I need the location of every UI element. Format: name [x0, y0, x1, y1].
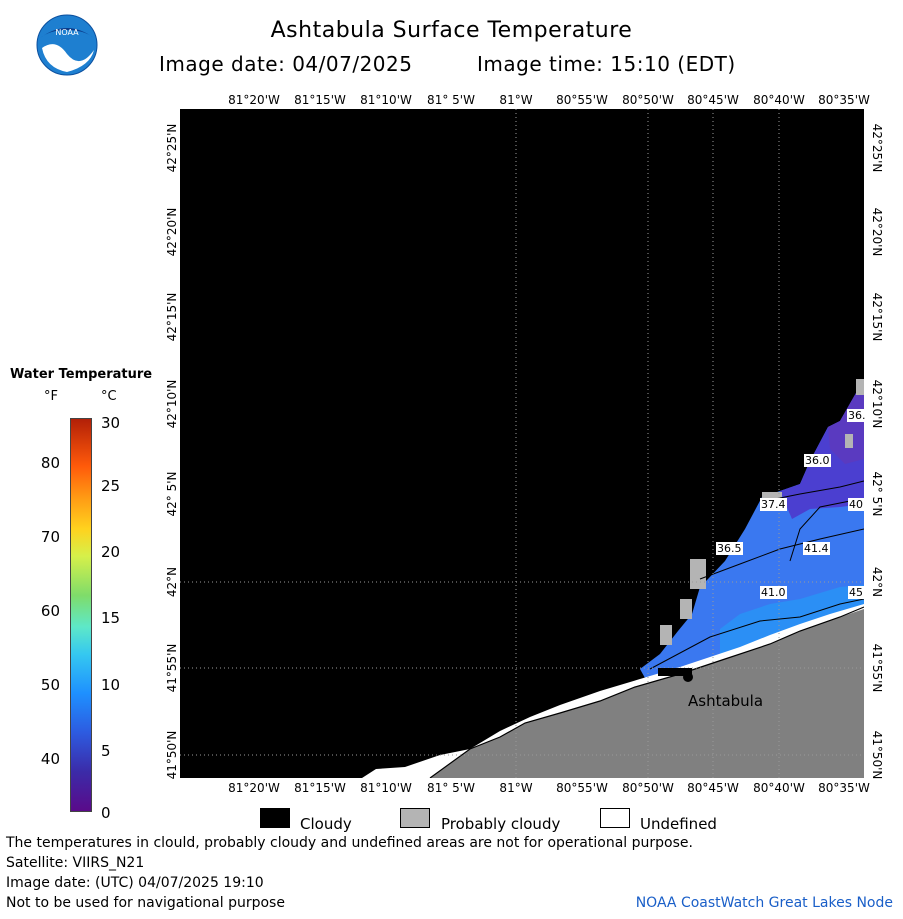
right-lat-label: 42°10'N: [870, 379, 884, 429]
temperature-map: [180, 109, 865, 779]
celsius-tick: 0: [101, 804, 111, 822]
contour-label: 45: [848, 586, 864, 599]
utc-date: Image date: (UTC) 04/07/2025 19:10: [6, 875, 264, 891]
land-area: [430, 607, 864, 778]
top-lon-label: 80°50'W: [622, 93, 674, 107]
top-lon-label: 81°20'W: [228, 93, 280, 107]
celsius-tick: 5: [101, 742, 111, 760]
left-lat-label: 41°50'N: [165, 730, 179, 780]
contour-label: 40: [848, 498, 864, 511]
left-lat-label: 42° 5'N: [165, 471, 179, 517]
bottom-lon-label: 80°45'W: [687, 781, 739, 795]
noaa-logo: NOAA: [36, 14, 98, 76]
top-lon-label: 80°35'W: [818, 93, 870, 107]
undefined-coast-strip: [470, 604, 864, 749]
undefined-label: Undefined: [640, 815, 717, 833]
probably-cloudy-swatch: [400, 808, 430, 828]
navigation-warning: Not to be used for navigational purpose: [6, 895, 285, 911]
probably-cloudy-label: Probably cloudy: [441, 815, 561, 833]
left-lat-label: 42°N: [165, 566, 179, 598]
right-lat-label: 41°50'N: [870, 730, 884, 780]
left-lat-label: 41°55'N: [165, 643, 179, 693]
bottom-lon-label: 81°10'W: [360, 781, 412, 795]
left-lat-label: 42°20'N: [165, 207, 179, 257]
coldest-water-area: [828, 379, 864, 464]
cloudy-swatch: [260, 808, 290, 828]
cloudy-label: Cloudy: [300, 815, 352, 833]
top-lon-label: 80°40'W: [753, 93, 805, 107]
bottom-lon-label: 80°50'W: [622, 781, 674, 795]
fahrenheit-tick: 50: [40, 676, 60, 694]
bottom-lon-label: 81°20'W: [228, 781, 280, 795]
celsius-tick: 30: [101, 414, 121, 432]
harbor-mark: [658, 668, 692, 676]
city-marker: [683, 672, 693, 682]
top-lon-label: 81°15'W: [294, 93, 346, 107]
right-lat-label: 42°20'N: [870, 207, 884, 257]
right-lat-label: 42°25'N: [870, 123, 884, 173]
bottom-lon-label: 81°15'W: [294, 781, 346, 795]
right-lat-label: 42°N: [870, 566, 884, 598]
disclaimer-note: The temperatures in clould, probably clo…: [6, 835, 693, 851]
color-scale-bar: [70, 418, 92, 812]
top-lon-label: 81°W: [499, 93, 533, 107]
bottom-lon-label: 80°55'W: [556, 781, 608, 795]
bottom-lon-label: 81°W: [499, 781, 533, 795]
contour-label: 37.4: [760, 498, 787, 511]
left-lat-label: 42°15'N: [165, 292, 179, 342]
city-label: Ashtabula: [688, 692, 764, 710]
top-lon-label: 80°55'W: [556, 93, 608, 107]
celsius-tick: 25: [101, 477, 121, 495]
contour-label: 36.0: [804, 454, 831, 467]
probably-cloudy-area: [660, 379, 864, 645]
satellite-info: Satellite: VIIRS_N21: [6, 855, 145, 871]
image-date: Image date: 04/07/2025: [159, 52, 413, 76]
map-title: Ashtabula Surface Temperature: [270, 18, 633, 43]
cold-water-area: [780, 379, 864, 519]
fahrenheit-tick: 80: [40, 454, 60, 472]
contour-label: 41.0: [760, 586, 787, 599]
warm-water-area: [720, 585, 864, 657]
fahrenheit-unit: °F: [44, 389, 58, 404]
legend-title: Water Temperature: [10, 367, 153, 382]
bottom-lon-label: 80°35'W: [818, 781, 870, 795]
image-time: Image time: 15:10 (EDT): [477, 52, 736, 76]
right-lat-label: 42°15'N: [870, 292, 884, 342]
credit-link[interactable]: NOAA CoastWatch Great Lakes Node: [635, 895, 893, 911]
right-lat-label: 42° 5'N: [870, 471, 884, 517]
logo-text: NOAA: [55, 28, 79, 37]
celsius-unit: °C: [101, 389, 117, 404]
contour-label: 36.: [847, 409, 867, 422]
top-lon-label: 80°45'W: [687, 93, 739, 107]
fahrenheit-tick: 40: [40, 750, 60, 768]
celsius-tick: 10: [101, 676, 121, 694]
undefined-area: [362, 749, 470, 778]
bottom-lon-label: 81° 5'W: [427, 781, 475, 795]
bottom-lon-label: 80°40'W: [753, 781, 805, 795]
fahrenheit-tick: 60: [40, 602, 60, 620]
contour-label: 36.5: [716, 542, 743, 555]
right-lat-label: 41°55'N: [870, 643, 884, 693]
left-lat-label: 42°10'N: [165, 379, 179, 429]
contour-label: 41.4: [803, 542, 830, 555]
celsius-tick: 20: [101, 543, 121, 561]
top-lon-label: 81°10'W: [360, 93, 412, 107]
left-lat-label: 42°25'N: [165, 123, 179, 173]
celsius-tick: 15: [101, 609, 121, 627]
undefined-swatch: [600, 808, 630, 828]
top-lon-label: 81° 5'W: [427, 93, 475, 107]
shoreline: [429, 606, 865, 779]
temperature-contours: [649, 480, 865, 670]
fahrenheit-tick: 70: [40, 528, 60, 546]
